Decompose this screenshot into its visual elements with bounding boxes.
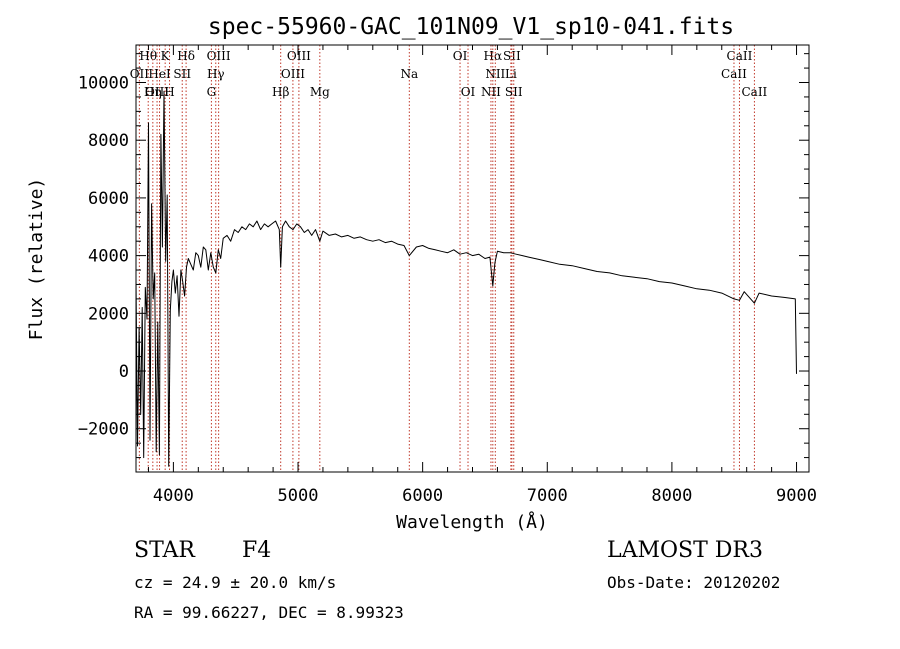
line-label-3: K	[161, 49, 171, 63]
survey-label: LAMOST DR3	[607, 538, 763, 563]
y-tick-label-0: −2000	[78, 420, 129, 440]
x-tick-label-3: 7000	[527, 486, 568, 506]
line-label-24: SII	[505, 85, 523, 99]
line-label-20: NII	[485, 67, 505, 81]
object-class: STAR	[134, 538, 195, 563]
line-label-22: SII	[503, 49, 521, 63]
line-label-26: CaII	[721, 67, 747, 81]
y-tick-label-3: 4000	[88, 247, 129, 267]
x-tick-label-5: 9000	[776, 486, 817, 506]
line-label-16: Na	[400, 67, 418, 81]
x-tick-label-2: 6000	[402, 486, 443, 506]
line-label-15: Mg	[310, 85, 330, 99]
line-label-25: CaII	[727, 49, 753, 63]
line-label-27: CaII	[741, 85, 767, 99]
line-label-13: OIII	[281, 67, 305, 81]
line-label-2: OIII	[145, 85, 169, 99]
line-label-8: Hδ	[177, 49, 195, 63]
line-label-17: OI	[453, 49, 468, 63]
obs-date: Obs-Date: 20120202	[607, 573, 781, 592]
x-tick-label-4: 8000	[651, 486, 692, 506]
line-label-0: Hθ	[139, 49, 157, 63]
spectrum-series	[135, 90, 797, 467]
redshift-readout: cz = 24.9 ± 20.0 km/s	[134, 573, 337, 592]
line-label-10: Hγ	[207, 67, 225, 81]
y-tick-label-2: 2000	[88, 304, 129, 324]
line-label-5: Hη	[144, 85, 162, 99]
object-subclass: F4	[242, 538, 272, 563]
spectrum-line-0	[135, 90, 797, 467]
line-label-4: HeI	[148, 67, 171, 81]
y-tick-label-1: 0	[119, 362, 129, 382]
line-label-1: OII	[130, 67, 150, 81]
line-label-6: H	[164, 85, 174, 99]
line-label-23: Li	[505, 67, 517, 81]
line-label-7: SII	[173, 67, 191, 81]
y-axis-label: Flux (relative)	[26, 178, 47, 341]
axis-ticks: 4000 5000 6000 7000 8000 9000 −2000 0 2000 4000 60…	[78, 45, 817, 506]
plot-frame	[135, 44, 810, 473]
x-tick-label-1: 5000	[278, 486, 319, 506]
x-axis-label: Wavelength (Å)	[396, 511, 548, 533]
line-label-19: Hα	[484, 49, 503, 63]
spectral-line-markers: Hθ OII OIII K HeI Hη H SII Hδ OIII Hγ G OIII OIII Hβ Mg…	[130, 45, 768, 472]
x-tick-label-0: 4000	[153, 486, 194, 506]
y-tick-label-6: 10000	[78, 74, 129, 94]
chart-title: spec-55960-GAC_101N09_V1_sp10-041.fits	[208, 14, 734, 40]
coordinates: RA = 99.66227, DEC = 8.99323	[134, 603, 404, 622]
line-label-18: OI	[461, 85, 476, 99]
line-label-21: NII	[481, 85, 501, 99]
y-tick-label-5: 8000	[88, 131, 129, 151]
line-label-9: OIII	[207, 49, 231, 63]
line-label-14: Hβ	[272, 85, 289, 99]
line-label-11: G	[207, 85, 217, 99]
y-tick-label-4: 6000	[88, 189, 129, 209]
line-label-12: OIII	[287, 49, 311, 63]
